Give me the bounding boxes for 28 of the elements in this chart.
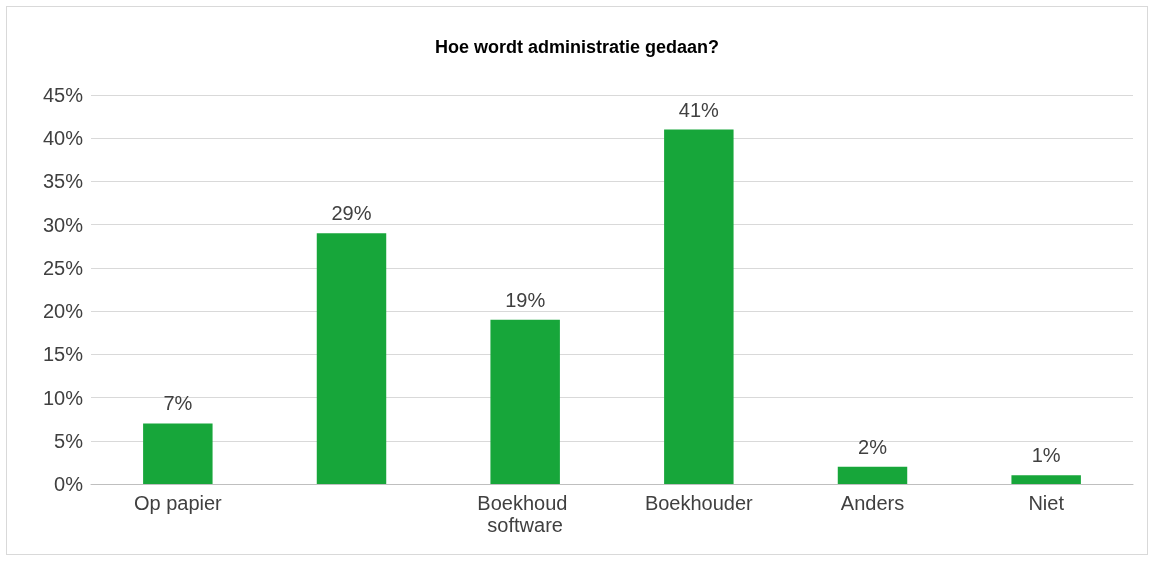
data-label: 19% (505, 288, 546, 311)
x-tick-label: Boekhoud software (477, 492, 573, 536)
x-tick-label: Anders (840, 492, 905, 514)
data-label: 1% (1031, 444, 1061, 467)
data-label: 7% (163, 392, 193, 415)
x-tick-label: Niet (1028, 492, 1065, 514)
bar (664, 129, 734, 484)
y-tick-label: 10% (42, 386, 84, 409)
x-tick-label: Op papier (133, 492, 223, 514)
y-tick-label: 30% (42, 213, 84, 236)
y-tick-label: 40% (42, 127, 84, 150)
y-tick-label: 5% (54, 429, 84, 452)
chart-title: Hoe wordt administratie gedaan? (434, 37, 720, 57)
data-label: 2% (858, 435, 888, 458)
y-tick-label: 15% (42, 343, 84, 366)
data-label: 29% (331, 202, 372, 225)
bar (143, 423, 213, 484)
x-tick-label: Boekhouder (644, 492, 754, 514)
data-label: 41% (678, 98, 720, 121)
bar (1011, 475, 1081, 484)
y-tick-label: 45% (42, 84, 84, 106)
bar (490, 319, 560, 484)
y-tick-label: 25% (42, 256, 84, 279)
y-tick-label: 35% (42, 170, 84, 193)
bar (316, 233, 387, 484)
y-tick-label: 0% (54, 473, 84, 495)
bar (837, 466, 908, 484)
y-tick-label: 20% (42, 300, 84, 323)
